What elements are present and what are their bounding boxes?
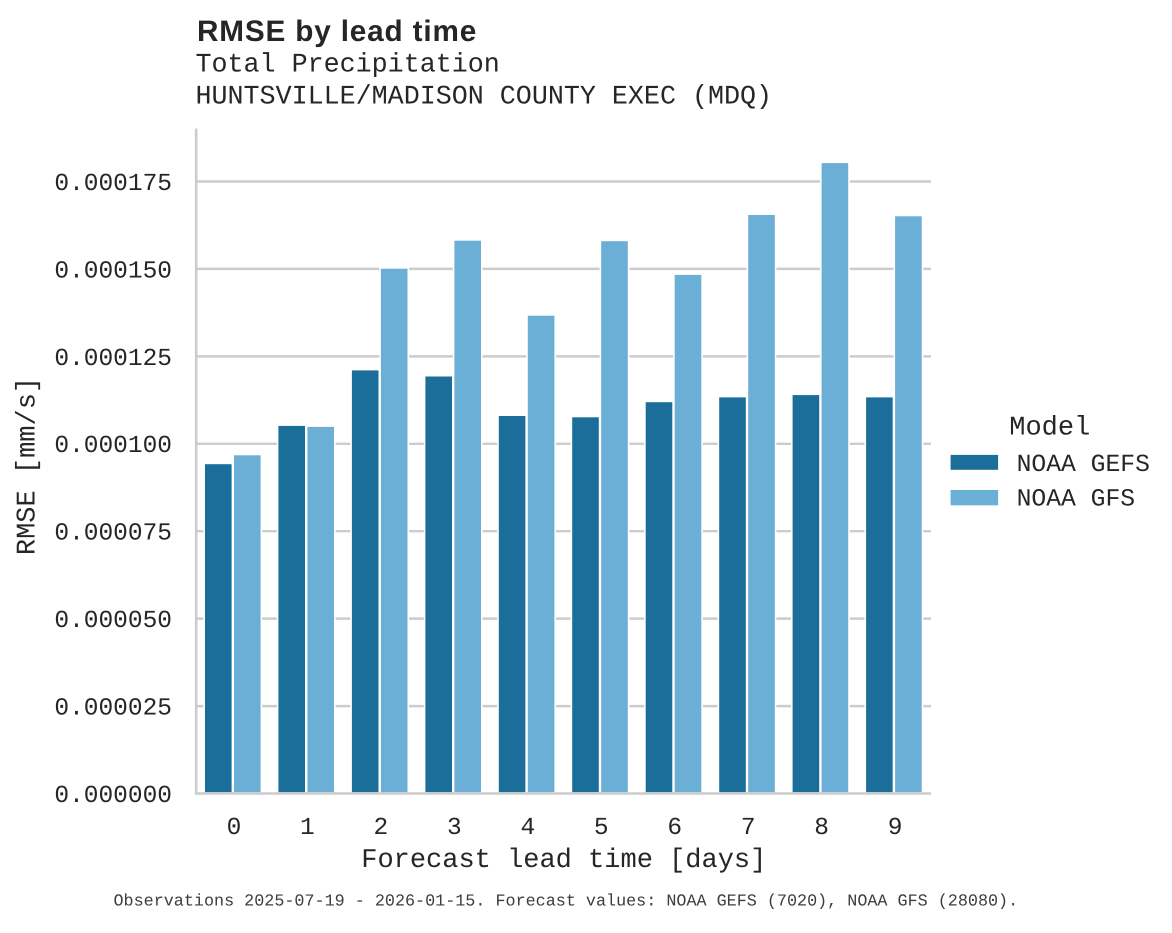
- svg-text:Observations 2025-07-19 - 2026: Observations 2025-07-19 - 2026-01-15. Fo…: [114, 893, 1019, 912]
- svg-text:8: 8: [814, 815, 829, 842]
- svg-text:0.000000: 0.000000: [54, 783, 172, 810]
- svg-text:3: 3: [447, 815, 462, 842]
- svg-text:5: 5: [594, 815, 609, 842]
- svg-text:0.000125: 0.000125: [54, 346, 172, 373]
- svg-text:0.000075: 0.000075: [54, 521, 172, 548]
- svg-text:NOAA GFS: NOAA GFS: [1017, 485, 1136, 513]
- svg-text:4: 4: [520, 815, 535, 842]
- svg-text:2: 2: [374, 815, 389, 842]
- svg-text:0: 0: [227, 815, 242, 842]
- svg-text:6: 6: [667, 815, 682, 842]
- svg-text:0.000150: 0.000150: [54, 258, 172, 285]
- svg-text:9: 9: [888, 815, 903, 842]
- svg-text:0.000100: 0.000100: [54, 433, 172, 460]
- svg-text:RMSE by lead time: RMSE by lead time: [197, 15, 477, 48]
- svg-text:0.000050: 0.000050: [54, 608, 172, 635]
- svg-text:Forecast lead time [days]: Forecast lead time [days]: [361, 846, 766, 876]
- svg-text:1: 1: [300, 815, 315, 842]
- svg-text:RMSE [mm/s]: RMSE [mm/s]: [14, 377, 44, 555]
- svg-text:Total Precipitation: Total Precipitation: [196, 50, 500, 80]
- svg-text:0.000025: 0.000025: [54, 696, 172, 723]
- svg-text:Model: Model: [1009, 414, 1090, 444]
- svg-text:0.000175: 0.000175: [54, 171, 172, 198]
- svg-text:NOAA GEFS: NOAA GEFS: [1017, 451, 1150, 479]
- svg-text:7: 7: [741, 815, 756, 842]
- svg-text:HUNTSVILLE/MADISON COUNTY EXEC: HUNTSVILLE/MADISON COUNTY EXEC (MDQ): [196, 82, 773, 112]
